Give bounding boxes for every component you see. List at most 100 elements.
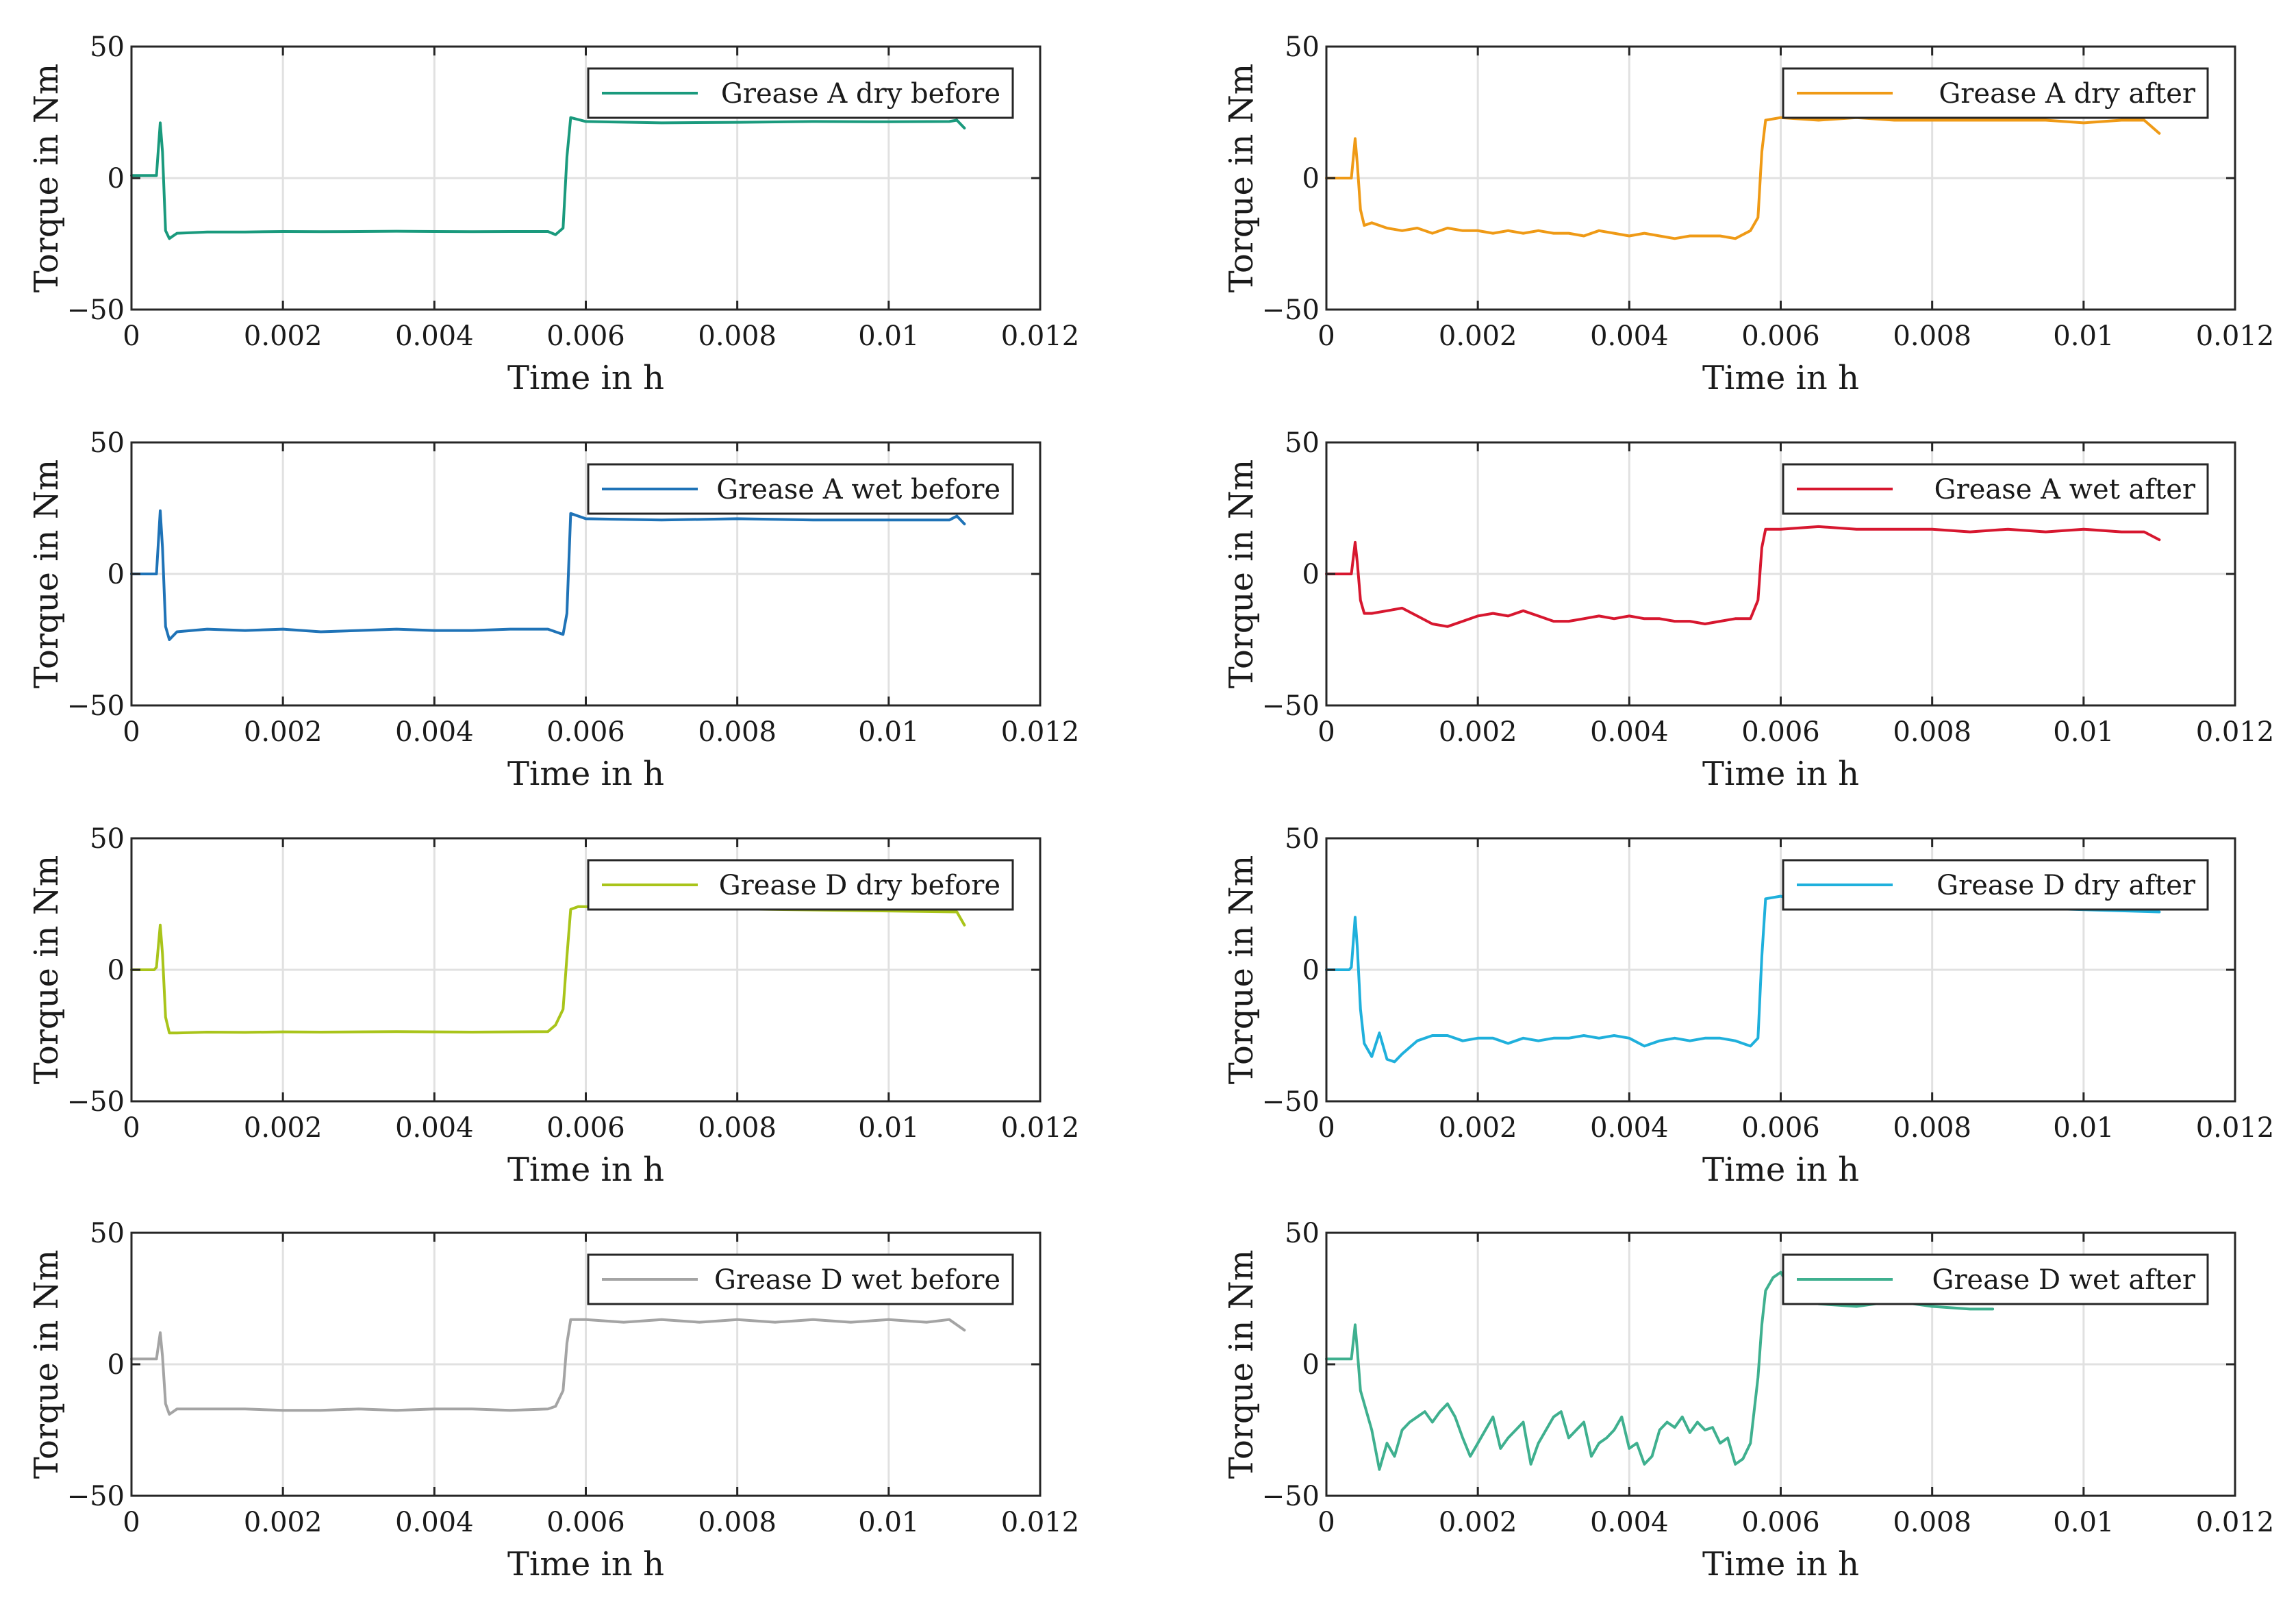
chart-panel: 0 0.002 0.004 0.006 0.008 0.01 0.012−50050Time…	[27, 427, 1079, 793]
y-tick-label: 0	[108, 955, 125, 986]
x-tick-label: 0.004	[395, 321, 474, 352]
chart-panel: 0 0.002 0.004 0.006 0.008 0.01 0.012−50050Time…	[27, 823, 1079, 1189]
series-line	[130, 905, 966, 1035]
y-axis-label: Torque in Nm	[1222, 1250, 1261, 1479]
x-axis-label: Time in h	[1702, 755, 1859, 793]
x-tick-label: 0	[1317, 1507, 1335, 1538]
x-tick-label: 0.008	[698, 1112, 777, 1144]
x-tick-label: 0.002	[1439, 716, 1517, 748]
y-axis-label: Torque in Nm	[27, 855, 66, 1084]
y-axis-label: Torque in Nm	[1222, 64, 1261, 292]
y-tick-label: 0	[1302, 955, 1320, 986]
x-tick-label: 0.002	[244, 1112, 323, 1144]
x-tick-label: 0.002	[244, 716, 323, 748]
chart-panel: 0 0.002 0.004 0.006 0.008 0.01 0.012−50050Time…	[1222, 823, 2274, 1189]
x-tick-label: 0.004	[395, 1507, 474, 1538]
x-axis-label: Time in h	[507, 359, 664, 397]
x-tick-label: 0.004	[1590, 716, 1669, 748]
y-axis-label: Torque in Nm	[27, 64, 66, 292]
x-tick-label: 0	[123, 1507, 140, 1538]
x-tick-label: 0.01	[858, 1507, 919, 1538]
y-tick-label: 0	[1302, 559, 1320, 590]
legend-box	[1782, 463, 2209, 515]
y-tick-label: 50	[1285, 32, 1320, 63]
y-tick-label: 0	[108, 1349, 125, 1381]
y-tick-label: 50	[90, 427, 125, 459]
y-tick-label: 0	[1302, 163, 1320, 195]
series-line	[130, 1318, 966, 1416]
x-tick-label: 0.002	[1439, 321, 1517, 352]
chart-panel: 0 0.002 0.004 0.006 0.008 0.01 0.012−50050Time…	[1222, 1218, 2274, 1583]
legend: Grease A wet after	[1782, 463, 2209, 515]
x-tick-label: 0.012	[1001, 1507, 1080, 1538]
x-tick-label: 0.01	[858, 321, 919, 352]
legend: Grease D dry after	[1782, 859, 2209, 911]
y-axis-label: Torque in Nm	[1222, 460, 1261, 688]
x-tick-label: 0.012	[1001, 321, 1080, 352]
x-tick-label: 0.006	[1741, 716, 1820, 748]
y-tick-label: −50	[1262, 295, 1320, 326]
x-tick-label: 0.004	[1590, 1112, 1669, 1144]
legend-label: Grease D wet before	[714, 1264, 1000, 1296]
x-tick-label: 0.012	[2196, 716, 2275, 748]
legend-label: Grease A dry before	[721, 78, 1000, 110]
y-tick-label: −50	[67, 295, 125, 326]
x-tick-label: 0.008	[698, 716, 777, 748]
x-tick-label: 0.002	[1439, 1507, 1517, 1538]
y-tick-label: 50	[90, 1218, 125, 1249]
x-tick-label: 0.006	[546, 321, 625, 352]
x-axis-label: Time in h	[1702, 1151, 1859, 1189]
x-axis-label: Time in h	[1702, 1545, 1859, 1583]
y-tick-label: 0	[108, 559, 125, 590]
legend: Grease D wet before	[587, 1253, 1014, 1305]
x-tick-label: 0.006	[546, 1112, 625, 1144]
x-tick-label: 0.002	[244, 321, 323, 352]
x-tick-label: 0.004	[395, 1112, 474, 1144]
y-tick-label: −50	[67, 1086, 125, 1118]
x-tick-label: 0	[1317, 1112, 1335, 1144]
x-tick-label: 0.002	[244, 1507, 323, 1538]
x-tick-label: 0.004	[1590, 1507, 1669, 1538]
legend: Grease A dry before	[587, 67, 1014, 119]
chart-panel: 0 0.002 0.004 0.006 0.008 0.01 0.012−50050Time…	[1222, 32, 2274, 397]
x-axis-label: Time in h	[507, 755, 664, 793]
x-tick-label: 0.008	[1893, 716, 1971, 748]
series-line	[1325, 525, 2161, 628]
x-tick-label: 0.012	[1001, 716, 1080, 748]
legend: Grease A dry after	[1782, 67, 2209, 119]
x-tick-label: 0.006	[1741, 1507, 1820, 1538]
chart-panel: 0 0.002 0.004 0.006 0.008 0.01 0.012−50050Time…	[1222, 427, 2274, 793]
y-tick-label: 0	[1302, 1349, 1320, 1381]
x-tick-label: 0.006	[546, 1507, 625, 1538]
legend-label: Grease A dry after	[1939, 78, 2196, 110]
chart-panel: 0 0.002 0.004 0.006 0.008 0.01 0.012−50050Time…	[27, 1218, 1079, 1583]
x-tick-label: 0.012	[1001, 1112, 1080, 1144]
x-tick-label: 0.002	[1439, 1112, 1517, 1144]
series-line	[130, 509, 966, 641]
x-tick-label: 0.01	[2053, 1507, 2114, 1538]
x-tick-label: 0.006	[546, 716, 625, 748]
x-tick-label: 0.01	[858, 716, 919, 748]
series-line	[1325, 1270, 1995, 1471]
x-axis-label: Time in h	[507, 1151, 664, 1189]
y-tick-label: 50	[1285, 1218, 1320, 1249]
x-tick-label: 0.008	[1893, 321, 1971, 352]
y-tick-label: 0	[108, 163, 125, 195]
x-tick-label: 0	[123, 716, 140, 748]
y-tick-label: 50	[1285, 823, 1320, 855]
legend: Grease D wet after	[1782, 1253, 2209, 1305]
chart-panel: 0 0.002 0.004 0.006 0.008 0.01 0.012−50050Time…	[27, 32, 1079, 397]
x-tick-label: 0.012	[2196, 1112, 2275, 1144]
x-tick-label: 0.004	[1590, 321, 1669, 352]
x-tick-label: 0.004	[395, 716, 474, 748]
y-tick-label: 50	[90, 823, 125, 855]
x-tick-label: 0.008	[698, 1507, 777, 1538]
legend: Grease A wet before	[587, 463, 1014, 515]
legend: Grease D dry before	[587, 859, 1014, 911]
y-tick-label: −50	[67, 1481, 125, 1512]
y-tick-label: −50	[1262, 690, 1320, 722]
legend-label: Grease D dry before	[719, 870, 1000, 901]
x-tick-label: 0	[123, 1112, 140, 1144]
y-tick-label: −50	[1262, 1086, 1320, 1118]
